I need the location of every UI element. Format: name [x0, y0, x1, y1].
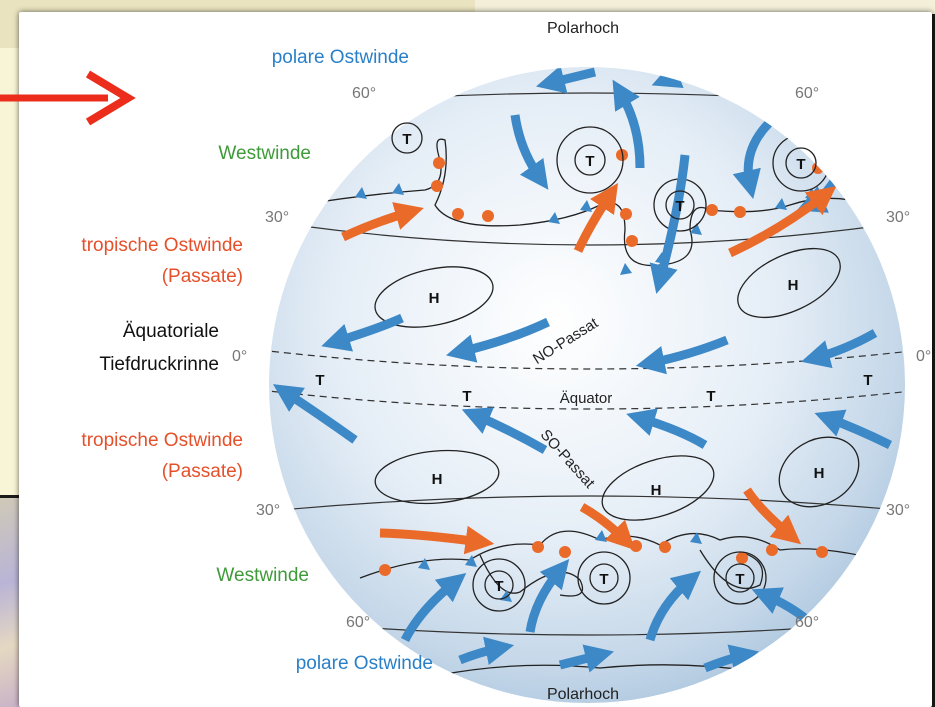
- low-label: T: [494, 578, 503, 595]
- low-label: T: [796, 156, 805, 173]
- lat-n30-right: 30°: [886, 209, 910, 226]
- high-label: H: [429, 290, 440, 307]
- label-passate-n: (Passate): [162, 266, 243, 287]
- label-aequatoriale: Äquatoriale: [123, 321, 219, 342]
- diagram-card: T T T T T T T T T T T H H H H H NO-Passa…: [19, 12, 932, 707]
- background-slide-top-right: [475, 0, 935, 14]
- latitude-labels: 60° 60° 30° 30° 0° 0° 30° 30° 60° 60°: [232, 85, 931, 631]
- label-polarhoch-bottom: Polarhoch: [547, 686, 619, 703]
- high-label: H: [788, 277, 799, 294]
- itcz-line-south: [269, 389, 905, 410]
- lat-s60-right: 60°: [795, 614, 819, 631]
- high-pressure-ellipses: [374, 247, 860, 521]
- orange-wind-arrows: [341, 183, 837, 555]
- label-polarhoch-top: Polarhoch: [547, 20, 619, 37]
- low-label: T: [735, 571, 744, 588]
- label-tropische-ostwinde-s: tropische Ostwinde: [81, 430, 243, 451]
- low-label: T: [706, 388, 715, 405]
- background-map-thumbnail: [0, 498, 22, 707]
- lat-s30-left: 30°: [256, 502, 280, 519]
- high-label: H: [432, 471, 443, 488]
- lat-s60-left: 60°: [346, 614, 370, 631]
- low-label: T: [585, 153, 594, 170]
- globe: [269, 67, 905, 703]
- lat-n30-left: 30°: [265, 209, 289, 226]
- low-label: T: [315, 372, 324, 389]
- pointer-arrow: [0, 70, 136, 126]
- background-slide-left: [0, 48, 22, 495]
- label-polare-ostwinde-bottom: polare Ostwinde: [296, 653, 433, 674]
- low-circle-1: [391, 122, 423, 154]
- warm-front-markers: [379, 149, 828, 576]
- label-passate-s: (Passate): [162, 461, 243, 482]
- low-label: T: [675, 198, 684, 215]
- lat-n60-right: 60°: [795, 85, 819, 102]
- global-wind-diagram: T T T T T T T T T T T H H H H H NO-Passa…: [81, 20, 931, 703]
- high-label: H: [651, 482, 662, 499]
- label-tiefdruckrinne: Tiefdruckrinne: [99, 354, 219, 375]
- wind-zone-labels: Polarhoch Polarhoch polare Ostwinde pola…: [81, 20, 619, 703]
- label-westwinde-bottom: Westwinde: [216, 565, 309, 586]
- low-label: T: [863, 372, 872, 389]
- pressure-symbols: T T T T T T T T T T T H H H H H: [315, 122, 873, 600]
- low-label: T: [599, 571, 608, 588]
- low-label: T: [462, 388, 471, 405]
- lat-s30-right: 30°: [886, 502, 910, 519]
- label-aequator: Äquator: [560, 390, 613, 407]
- lat-n60-left: 60°: [352, 85, 376, 102]
- lat-eq-right: 0°: [916, 348, 931, 365]
- label-tropische-ostwinde-n: tropische Ostwinde: [81, 235, 243, 256]
- low-label: T: [402, 131, 411, 148]
- label-polare-ostwinde-top: polare Ostwinde: [272, 47, 409, 68]
- label-westwinde-top: Westwinde: [218, 143, 311, 164]
- high-label: H: [814, 465, 825, 482]
- lat-eq-left: 0°: [232, 348, 247, 365]
